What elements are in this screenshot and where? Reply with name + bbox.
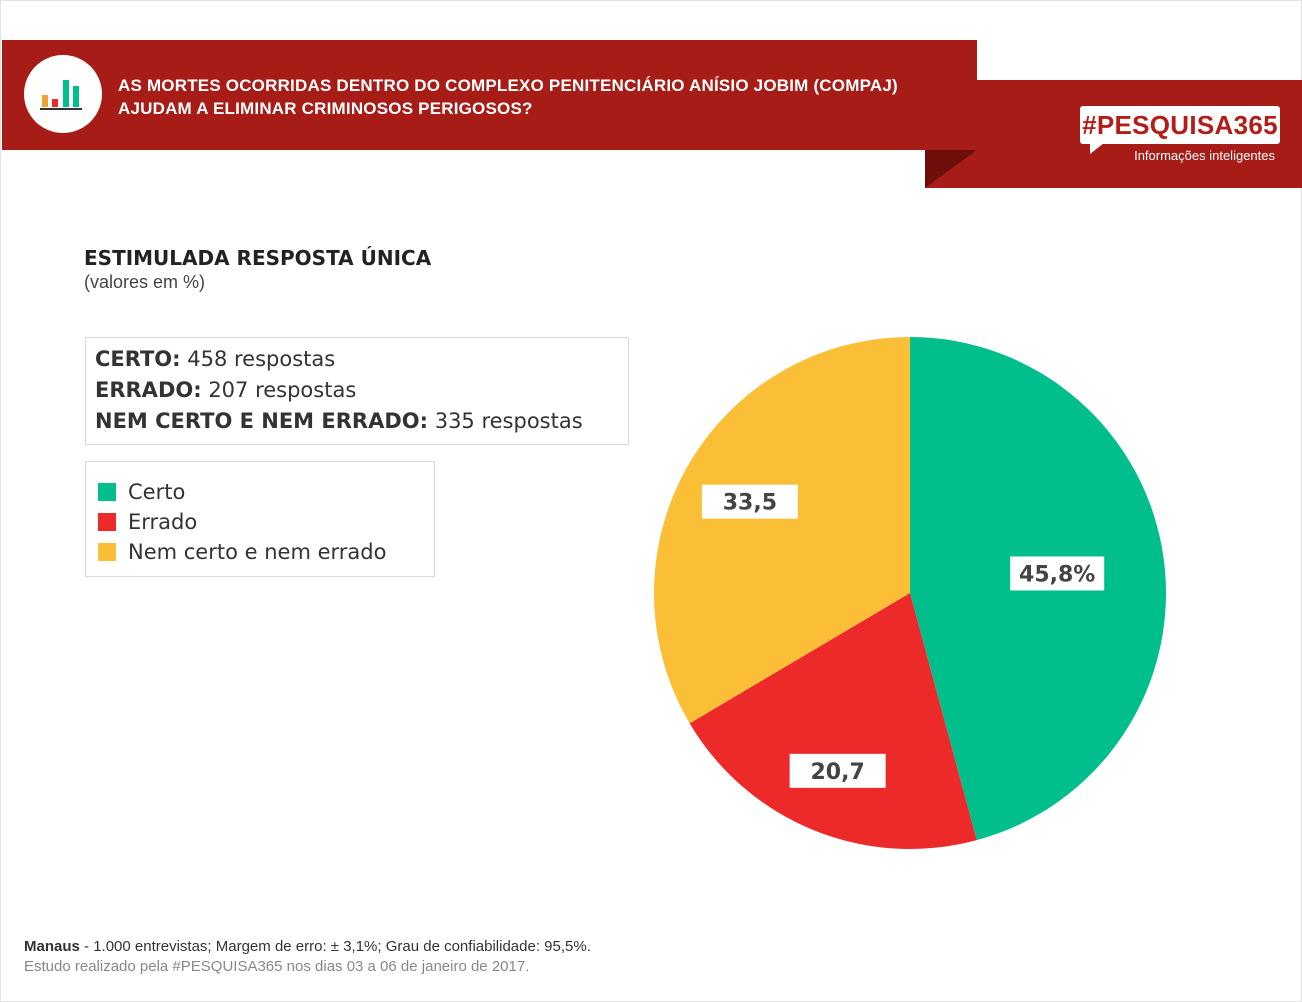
footer-methodology: Manaus - 1.000 entrevistas; Margem de er… [24, 938, 591, 955]
count-nem: NEM CERTO E NEM ERRADO: 335 respostas [95, 406, 628, 437]
bar-chart-icon [24, 55, 102, 133]
legend-item-errado: Errado [98, 507, 434, 537]
brand-logo: #PESQUISA365 [1080, 106, 1280, 144]
chart-title: ESTIMULADA RESPOSTA ÚNICA [84, 246, 432, 270]
count-value: 458 respostas [187, 347, 336, 371]
count-label: ERRADO: [95, 378, 202, 402]
data-label: 20,7 [811, 760, 865, 785]
legend-label-errado: Errado [128, 510, 198, 534]
brand-tagline: Informações inteligentes [1134, 148, 1275, 163]
header-banner [2, 40, 977, 150]
data-label: 33,5 [723, 491, 777, 516]
question-line-1: AS MORTES OCORRIDAS DENTRO DO COMPLEXO P… [118, 76, 898, 95]
count-label: CERTO: [95, 347, 181, 371]
count-certo: CERTO: 458 respostas [95, 344, 628, 375]
legend-swatch-certo [98, 483, 116, 501]
data-label-box [789, 753, 886, 788]
legend-swatch-nem [98, 543, 116, 561]
legend-label-certo: Certo [128, 480, 186, 504]
pie-slice-errado [689, 593, 977, 849]
header-banner-fold [925, 150, 977, 188]
footer-location: Manaus [24, 938, 80, 955]
chart-subtitle: (valores em %) [84, 272, 206, 292]
bar-chart-icon-graphic [40, 80, 82, 110]
pie-slice-nem-certo-e-nem-errado [654, 337, 910, 724]
count-value: 207 respostas [208, 378, 357, 402]
chart-legend: Certo Errado Nem certo e nem errado [85, 461, 435, 577]
data-label: 45,8% [1019, 562, 1095, 587]
legend-item-certo: Certo [98, 477, 434, 507]
count-errado: ERRADO: 207 respostas [95, 375, 628, 406]
count-label: NEM CERTO E NEM ERRADO: [95, 409, 429, 433]
pie-chart: 45,8% 20,7 33,5 [654, 337, 1166, 849]
legend-item-nem: Nem certo e nem errado [98, 537, 434, 567]
legend-label-nem: Nem certo e nem errado [128, 540, 387, 564]
survey-question: AS MORTES OCORRIDAS DENTRO DO COMPLEXO P… [118, 74, 938, 120]
question-line-2: AJUDAM A ELIMINAR CRIMINOSOS PERIGOSOS? [118, 99, 533, 118]
count-value: 335 respostas [434, 409, 583, 433]
footer-details: - 1.000 entrevistas; Margem de erro: ± 3… [79, 938, 591, 955]
data-label-box [1010, 556, 1105, 591]
legend-swatch-errado [98, 513, 116, 531]
response-counts-box: CERTO: 458 respostas ERRADO: 207 respost… [85, 337, 629, 445]
data-label-box [701, 484, 798, 519]
brand-speech-pointer [1090, 143, 1104, 154]
footer-study-dates: Estudo realizado pela #PESQUISA365 nos d… [24, 958, 530, 975]
